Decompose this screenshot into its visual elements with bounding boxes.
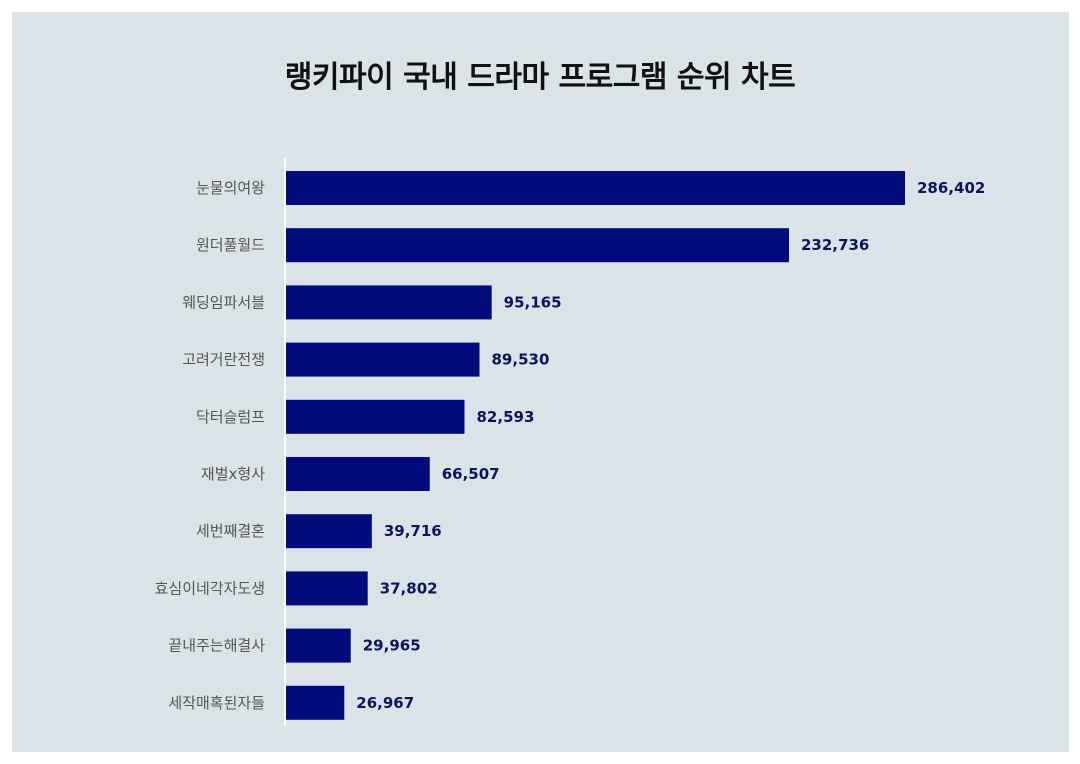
value-label: 286,402 [917, 179, 985, 197]
category-label: 끝내주는해결사 [168, 637, 265, 655]
bars-group: 눈물의여왕 286,402 원더풀월드 232,736 웨딩임파서블 95,165 고려거란… [155, 171, 985, 720]
category-label: 닥터슬럼프 [196, 408, 265, 426]
bar [286, 457, 430, 491]
category-label: 재벌x형사 [201, 465, 265, 483]
value-label: 89,530 [492, 351, 550, 369]
bar [286, 285, 492, 320]
category-label: 효심이네각자도생 [155, 579, 265, 597]
bar [286, 342, 480, 377]
value-label: 82,593 [477, 408, 535, 426]
bar [286, 628, 351, 663]
category-label: 세작매혹된자들 [168, 694, 265, 712]
value-label: 39,716 [384, 522, 442, 540]
category-label: 원더풀월드 [196, 236, 265, 254]
bar [286, 514, 372, 549]
value-label: 95,165 [504, 293, 562, 311]
category-label: 고려거란전쟁 [182, 351, 265, 369]
value-label: 66,507 [442, 465, 500, 483]
chart-title: 랭키파이 국내 드라마 프로그램 순위 차트 [284, 60, 796, 95]
bar [286, 571, 368, 606]
value-label: 232,736 [801, 236, 869, 254]
value-label: 37,802 [380, 579, 438, 597]
value-label: 29,965 [363, 637, 421, 655]
bar [286, 171, 905, 205]
chart-background [12, 12, 1069, 752]
category-label: 웨딩임파서블 [182, 293, 265, 311]
category-label: 세번째결혼 [196, 522, 265, 540]
bar [286, 228, 790, 263]
bar [286, 399, 465, 434]
category-label: 눈물의여왕 [196, 179, 265, 197]
value-label: 26,967 [356, 694, 414, 712]
bar [286, 685, 345, 720]
